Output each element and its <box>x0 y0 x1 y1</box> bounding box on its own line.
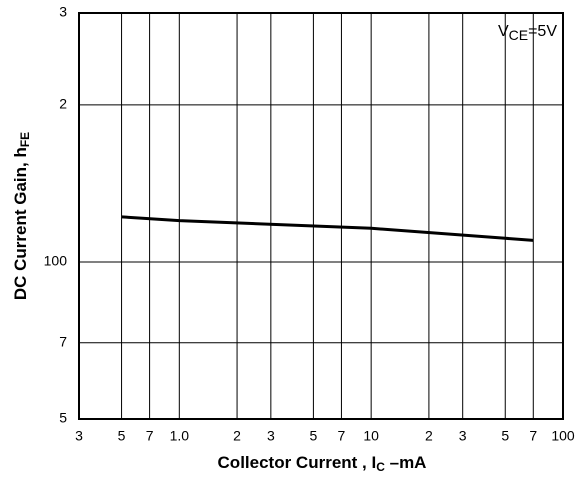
plot-frame <box>78 12 564 420</box>
x-tick-label: 7 <box>529 428 537 444</box>
annotation-sub: CE <box>509 27 528 43</box>
x-tick-label: 7 <box>338 428 346 444</box>
y-tick-label: 7 <box>59 333 67 349</box>
x-tick-label: 3 <box>75 428 83 444</box>
x-tick-label: 3 <box>267 428 275 444</box>
x-axis-label: Collector Current , IC –mA <box>218 453 427 474</box>
y-label-sub: FE <box>18 132 32 147</box>
x-tick-label: 5 <box>310 428 318 444</box>
x-tick-label: 5 <box>501 428 509 444</box>
annotation: VCE=5V <box>498 23 557 42</box>
data-line <box>121 215 534 242</box>
y-tick-label: 3 <box>59 4 67 20</box>
x-label-suffix: –mA <box>385 453 427 472</box>
x-label-sub: C <box>376 460 385 474</box>
x-tick-label: 5 <box>118 428 126 444</box>
x-tick-label: 2 <box>425 428 433 444</box>
annotation-text: V <box>498 23 509 40</box>
x-tick-label: 3 <box>459 428 467 444</box>
y-label-text: DC Current Gain, h <box>11 147 30 300</box>
y-axis-label: DC Current Gain, hFE <box>11 132 32 300</box>
y-tick-label: 2 <box>59 96 67 112</box>
annotation-suffix: =5V <box>528 23 557 40</box>
x-tick-label: 100 <box>551 428 575 444</box>
x-label-text: Collector Current , I <box>218 453 377 472</box>
y-tick-label: 5 <box>59 410 67 426</box>
x-tick-label: 7 <box>146 428 154 444</box>
x-tick-label: 2 <box>233 428 241 444</box>
x-tick-label: 10 <box>363 428 379 444</box>
x-tick-label: 1.0 <box>170 428 190 444</box>
y-tick-label: 100 <box>44 253 68 269</box>
